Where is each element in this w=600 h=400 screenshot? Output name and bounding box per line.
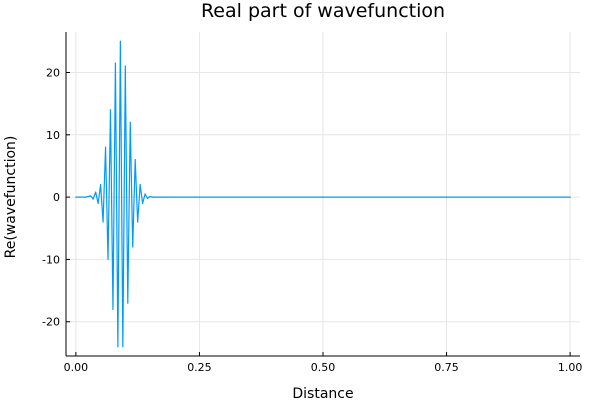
data-point (104, 146, 107, 148)
data-point (129, 121, 131, 123)
chart-title: Real part of wavefunction (201, 0, 445, 22)
data-point (85, 196, 87, 198)
data-point (90, 195, 92, 197)
data-point (161, 196, 163, 198)
data-point (154, 196, 156, 198)
data-point (75, 196, 77, 198)
data-point (142, 202, 144, 204)
x-tick-label: 0.25 (187, 361, 212, 374)
data-point (112, 308, 114, 310)
data-point (95, 191, 97, 193)
data-point (109, 109, 112, 111)
data-point (146, 197, 149, 199)
ticks: 0.00 0.25 0.50 0.75 1.00 -20 -10 0 10 20 (42, 67, 582, 375)
data-point (144, 193, 146, 195)
data-point (139, 184, 141, 186)
data-point (99, 184, 102, 186)
data-point (127, 302, 129, 304)
data-point (92, 198, 94, 200)
y-axis-label: Re(wavefunction) (3, 136, 19, 259)
data-point (174, 196, 176, 198)
data-point (117, 346, 119, 348)
data-point (156, 196, 159, 198)
x-axis-label: Distance (292, 386, 353, 400)
data-point (149, 195, 151, 198)
data-point (132, 246, 134, 248)
data-point (322, 196, 324, 198)
x-tick-label: 0.00 (64, 361, 89, 374)
data-point (102, 221, 104, 223)
x-tick-label: 0.50 (311, 361, 336, 374)
y-tick-label: -10 (42, 253, 60, 266)
data-point (107, 258, 109, 261)
data-point (97, 202, 99, 204)
data-point (445, 196, 448, 198)
x-tick-label: 1.00 (558, 361, 583, 374)
series-layer (75, 40, 571, 348)
data-point (122, 346, 124, 348)
y-tick-label: 20 (46, 67, 60, 80)
data-point (151, 196, 154, 198)
data-point (114, 62, 117, 64)
y-tick-label: 0 (53, 191, 60, 204)
data-point (198, 196, 201, 198)
grid (66, 32, 580, 356)
y-tick-label: 10 (46, 129, 60, 142)
data-point (134, 159, 136, 161)
x-tick-label: 0.75 (434, 361, 459, 374)
data-point (164, 196, 166, 198)
data-point (124, 65, 126, 67)
data-point (159, 196, 161, 198)
data-point (137, 221, 139, 223)
data-point (119, 40, 121, 42)
data-point (569, 196, 571, 198)
y-tick-label: -20 (42, 316, 60, 329)
